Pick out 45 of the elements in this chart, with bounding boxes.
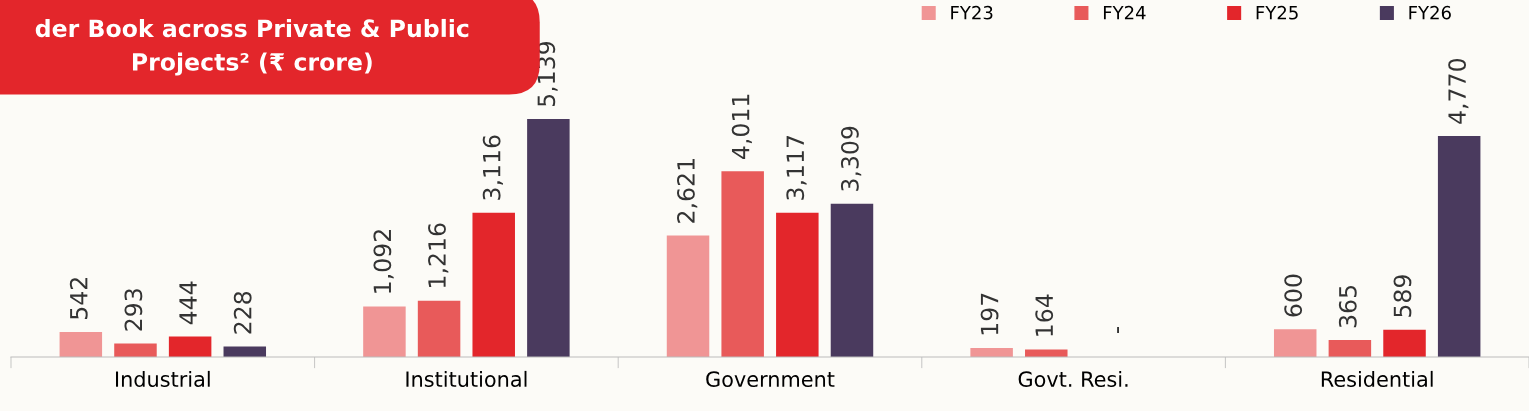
data-label: 4,011 bbox=[731, 94, 752, 159]
bar bbox=[666, 235, 710, 357]
data-label: 542 bbox=[69, 278, 88, 319]
legend-label: FY26 bbox=[1409, 5, 1451, 20]
x-tick-label: Industrial bbox=[115, 370, 210, 388]
data-label: 589 bbox=[1393, 275, 1412, 317]
bar bbox=[1273, 329, 1317, 357]
legend-label: FY25 bbox=[1256, 5, 1298, 20]
bar bbox=[1025, 349, 1068, 357]
bar bbox=[168, 336, 212, 357]
bar bbox=[776, 212, 819, 357]
x-tick-label: Govt. Resi. bbox=[1018, 370, 1128, 388]
bar bbox=[59, 331, 103, 357]
bar bbox=[830, 203, 874, 357]
bar bbox=[417, 300, 461, 357]
legend-label: FY23 bbox=[951, 5, 993, 20]
data-label: 600 bbox=[1284, 274, 1303, 317]
data-label: 4,770 bbox=[1448, 58, 1469, 124]
bar bbox=[1328, 340, 1372, 357]
x-tick-label: Institutional bbox=[406, 370, 527, 388]
x-tick-label: Government bbox=[706, 371, 835, 388]
data-label: 3,309 bbox=[840, 126, 862, 191]
bar bbox=[114, 343, 157, 357]
data-label: 197 bbox=[980, 293, 999, 335]
bar bbox=[223, 346, 267, 357]
bar bbox=[472, 212, 515, 357]
chart-title: der Book across Private & Public Projects² (₹ crore) bbox=[35, 18, 469, 76]
data-label: 3,116 bbox=[482, 135, 503, 200]
data-label: 228 bbox=[233, 291, 252, 334]
x-tick-label: Residential bbox=[1321, 370, 1433, 388]
data-label: 3,117 bbox=[786, 135, 807, 200]
bar bbox=[527, 119, 570, 357]
data-label: 1,216 bbox=[428, 223, 449, 287]
data-label: 164 bbox=[1035, 294, 1054, 336]
data-label: 365 bbox=[1338, 285, 1357, 328]
bar bbox=[721, 171, 764, 357]
bar bbox=[1383, 329, 1426, 357]
legend-label: FY24 bbox=[1103, 5, 1146, 20]
data-label: 444 bbox=[179, 281, 197, 325]
annotation: - bbox=[1117, 326, 1119, 334]
data-label: 2,621 bbox=[677, 159, 698, 223]
data-label: 293 bbox=[124, 289, 143, 331]
data-label: 1,092 bbox=[373, 230, 394, 293]
bar bbox=[1437, 136, 1481, 357]
bar bbox=[363, 306, 406, 357]
